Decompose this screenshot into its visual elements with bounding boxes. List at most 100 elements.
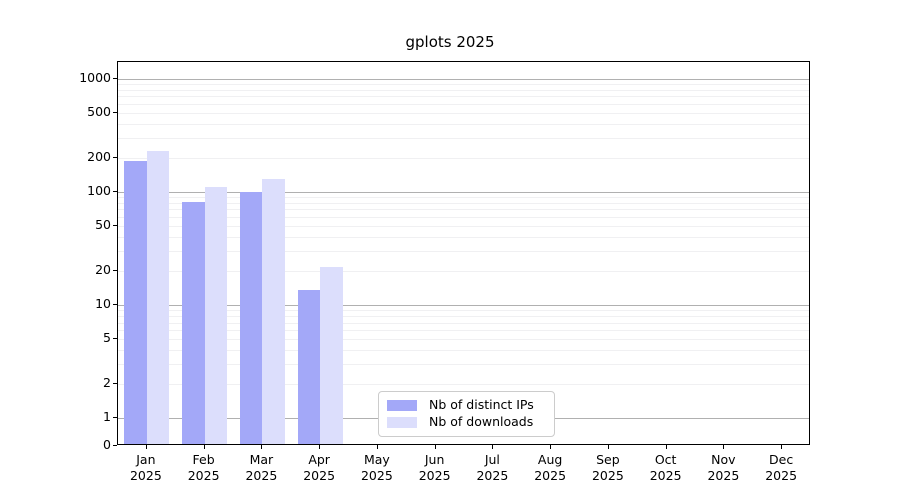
bar-jan-series-0 xyxy=(124,160,147,444)
x-tick-month: Oct xyxy=(654,452,677,467)
grid-line-minor xyxy=(118,209,809,210)
legend-label: Nb of downloads xyxy=(429,414,534,430)
x-tick-month: Sep xyxy=(596,452,620,467)
bar-apr-series-0 xyxy=(297,290,321,444)
x-tick-month: Apr xyxy=(308,452,330,467)
y-axis-tick-mark xyxy=(113,157,117,158)
grid-line-minor xyxy=(118,237,809,238)
x-tick-month: Jun xyxy=(424,452,445,467)
x-axis-tick-label-sep: Sep 2025 xyxy=(573,452,643,484)
bar-jan-series-1 xyxy=(146,151,170,444)
x-tick-month: Aug xyxy=(537,452,563,467)
x-tick-month: Jul xyxy=(484,452,500,467)
grid-line-minor xyxy=(118,251,809,252)
x-axis-tick-label-dec: Dec 2025 xyxy=(746,452,816,484)
grid-line-minor xyxy=(118,113,809,114)
y-axis-tick-label: 2 xyxy=(103,375,111,390)
y-axis-tick-label: 500 xyxy=(87,103,111,119)
y-axis-tick-label: 1 xyxy=(103,409,111,425)
x-axis-tick-label-oct: Oct 2025 xyxy=(631,452,701,484)
y-axis-tick-mark xyxy=(113,270,117,271)
x-tick-year: 2025 xyxy=(418,468,451,483)
x-axis-tick-label-mar: Mar 2025 xyxy=(226,452,296,484)
y-axis-tick-mark xyxy=(113,78,117,79)
y-axis-tick-labels: 0 1 2 5 10 20 50 100 200 500 1000 xyxy=(59,0,111,500)
grid-line-minor xyxy=(118,138,809,139)
bar-feb-series-1 xyxy=(204,186,228,444)
y-axis-tick-label: 1000 xyxy=(79,69,111,85)
x-tick-month: May xyxy=(363,452,390,467)
y-axis-tick-label: 200 xyxy=(87,148,111,164)
y-axis-tick-mark xyxy=(113,445,117,446)
x-tick-month: Feb xyxy=(192,452,215,467)
bar-apr-series-1 xyxy=(320,266,343,444)
x-axis-tick-label-aug: Aug 2025 xyxy=(515,452,585,484)
y-axis-tick-mark xyxy=(113,417,117,418)
grid-line-minor xyxy=(118,316,809,317)
legend-swatch-icon xyxy=(387,417,417,428)
y-axis-tick-label: 20 xyxy=(95,261,111,277)
x-axis-tick-mark xyxy=(146,445,147,449)
x-tick-year: 2025 xyxy=(476,468,509,483)
grid-line-minor xyxy=(118,350,809,351)
legend-swatch-icon xyxy=(387,400,417,411)
x-axis-tick-marks xyxy=(117,445,810,450)
x-tick-year: 2025 xyxy=(187,468,220,483)
y-axis-tick-label: 0 xyxy=(103,436,111,452)
grid-line-minor xyxy=(118,323,809,324)
x-tick-year: 2025 xyxy=(707,468,740,483)
bar-feb-series-0 xyxy=(182,202,205,444)
y-axis-tick-mark xyxy=(113,383,117,384)
y-axis-tick-marks xyxy=(113,0,118,500)
grid-line-minor xyxy=(118,84,809,85)
legend-item[interactable]: Nb of downloads xyxy=(387,414,546,431)
x-tick-year: 2025 xyxy=(534,468,567,483)
x-axis-tick-mark xyxy=(319,445,320,449)
grid-line-minor xyxy=(118,330,809,331)
grid-line-minor xyxy=(118,104,809,105)
legend-item[interactable]: Nb of distinct IPs xyxy=(387,397,546,414)
x-tick-year: 2025 xyxy=(591,468,624,483)
x-axis-tick-mark xyxy=(781,445,782,449)
bar-mar-series-0 xyxy=(239,192,263,444)
grid-line-minor xyxy=(118,124,809,125)
grid-line-major xyxy=(118,305,809,306)
x-tick-year: 2025 xyxy=(649,468,682,483)
grid-line-minor xyxy=(118,203,809,204)
grid-line-minor xyxy=(118,197,809,198)
y-axis-tick-mark xyxy=(113,191,117,192)
grid-line-minor xyxy=(118,271,809,272)
y-axis-tick-label: 50 xyxy=(95,216,111,232)
y-axis-tick-label: 10 xyxy=(95,295,111,311)
grid-line-minor xyxy=(118,339,809,340)
grid-line-minor xyxy=(118,310,809,311)
x-axis-tick-label-nov: Nov 2025 xyxy=(688,452,758,484)
x-axis-tick-mark xyxy=(550,445,551,449)
x-axis-tick-mark xyxy=(666,445,667,449)
x-axis-tick-mark xyxy=(608,445,609,449)
bar-mar-series-1 xyxy=(262,178,285,444)
x-axis-tick-mark xyxy=(377,445,378,449)
x-tick-year: 2025 xyxy=(245,468,278,483)
y-axis-tick-mark xyxy=(113,112,117,113)
y-axis-tick-label: 100 xyxy=(87,182,111,198)
x-axis-tick-label-jul: Jul 2025 xyxy=(457,452,527,484)
grid-line-minor xyxy=(118,226,809,227)
x-axis-tick-label-apr: Apr 2025 xyxy=(284,452,354,484)
x-tick-year: 2025 xyxy=(303,468,336,483)
y-axis-tick-mark xyxy=(113,338,117,339)
grid-line-minor xyxy=(118,158,809,159)
plot-area xyxy=(117,61,810,445)
grid-line-minor xyxy=(118,217,809,218)
grid-line-major xyxy=(118,192,809,193)
grid-line-minor xyxy=(118,384,809,385)
x-axis-tick-mark xyxy=(435,445,436,449)
chart-title: gplots 2025 xyxy=(405,33,495,51)
grid-line-minor xyxy=(118,364,809,365)
x-axis-tick-mark xyxy=(492,445,493,449)
x-axis-tick-labels: Jan 2025 Feb 2025 Mar 2025 Apr 2025 May 2025 Jun 20… xyxy=(117,452,810,492)
x-axis-tick-mark xyxy=(723,445,724,449)
x-axis-tick-mark xyxy=(261,445,262,449)
x-axis-tick-label-jun: Jun 2025 xyxy=(400,452,470,484)
